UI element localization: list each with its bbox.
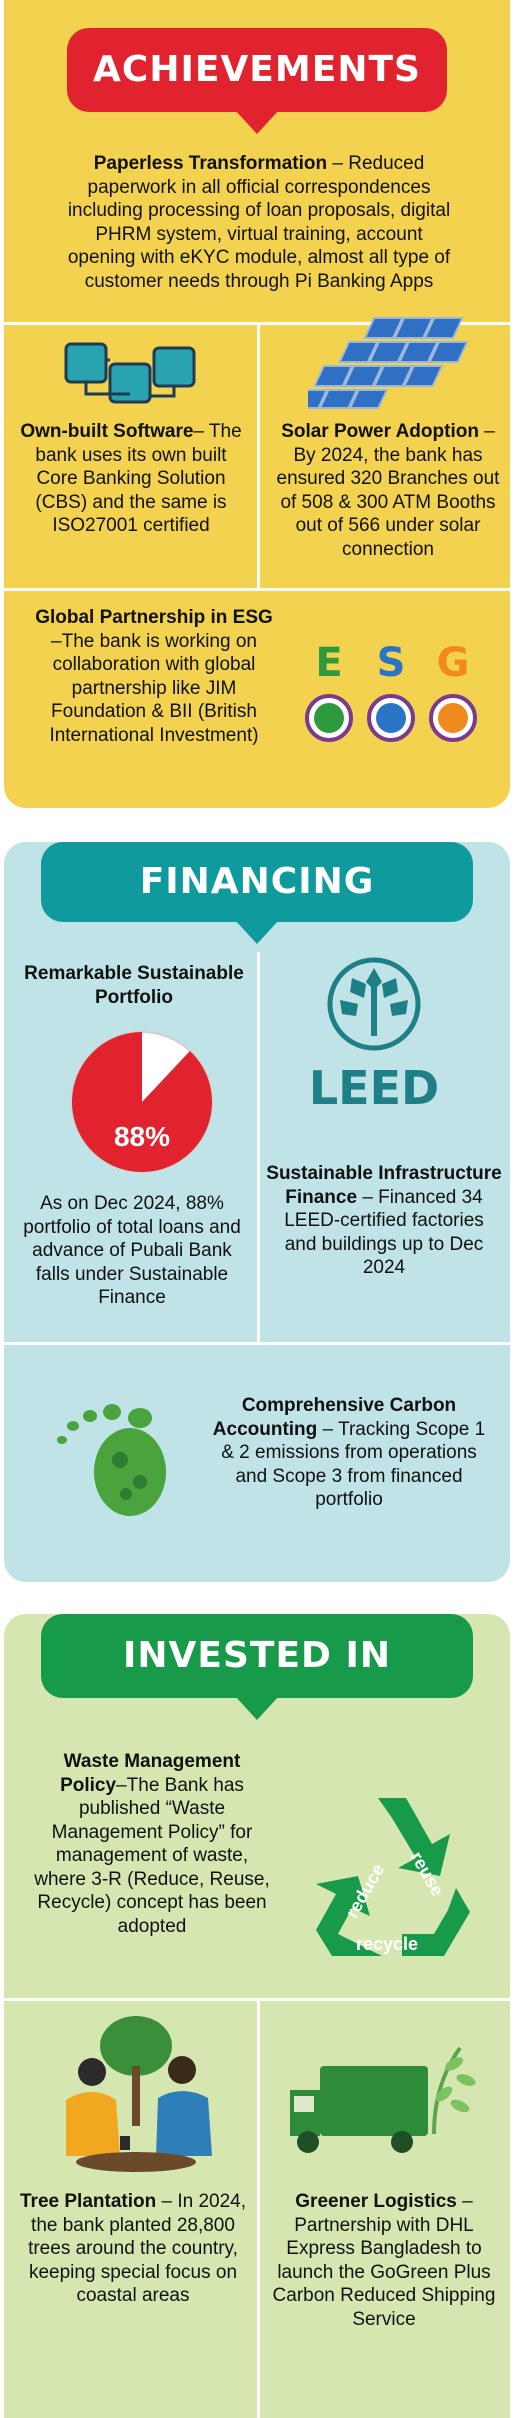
logistics-body: – Partnership with DHL Express Banglades… (272, 2191, 496, 2330)
portfolio-heading: Remarkable Sustainable Portfolio (24, 962, 244, 1009)
solar-heading: Solar Power Adoption (281, 421, 479, 442)
esg-text: Global Partnership in ESG –The bank is w… (34, 606, 274, 747)
governance-building-icon (429, 694, 477, 742)
esg-letter-s: S (376, 640, 406, 686)
tree-heading: Tree Plantation (20, 2191, 157, 2212)
pie-label: 88% (114, 1121, 170, 1152)
financing-panel: FINANCING Remarkable Sustainable Portfol… (4, 842, 510, 1582)
achievements-banner: ACHIEVEMENTS (67, 28, 447, 112)
software-servers-icon (64, 342, 196, 404)
carbon-footprint-icon (57, 1404, 166, 1516)
financing-banner: FINANCING (41, 842, 473, 922)
leed-logo-text: LEED (309, 1061, 439, 1114)
paperless-heading: Paperless Transformation (93, 153, 328, 174)
pie-slice-sustainable (72, 1032, 213, 1172)
esg-body: –The bank is working on collaboration wi… (49, 630, 259, 746)
leed-heading: Sustainable Infrastructure Finance (266, 1163, 502, 1208)
recycle-label: recycle (356, 1934, 418, 1954)
divider (4, 588, 510, 591)
divider (257, 322, 260, 588)
waste-heading: Waste Management Policy (60, 1751, 241, 1796)
invested-banner: INVESTED IN (41, 1614, 473, 1698)
paperless-body: – Reduced paperwork in all official corr… (67, 153, 451, 292)
green-truck-icon (290, 2046, 476, 2153)
tree-plantation-illustration (66, 2016, 212, 2172)
environment-icon (305, 694, 353, 742)
carbon-body: – Tracking Scope 1 & 2 emissions from op… (221, 1418, 486, 1511)
software-heading: Own-built Software (20, 421, 194, 442)
leed-text: Sustainable Infrastructure Finance – Fin… (266, 1162, 502, 1280)
portfolio-body: As on Dec 2024, 88% portfolio of total l… (23, 1193, 241, 1308)
tree-text: Tree Plantation – In 2024, the bank plan… (18, 2190, 248, 2308)
solar-text: Solar Power Adoption – By 2024, the bank… (270, 420, 506, 561)
achievements-panel: ACHIEVEMENTS Paperless Transformation – … (4, 0, 510, 808)
solar-body: – By 2024, the bank has ensured 320 Bran… (276, 421, 500, 560)
leed-body: – Financed 34 LEED-certified factories a… (284, 1186, 484, 1279)
logistics-heading: Greener Logistics (295, 2191, 457, 2212)
esg-letter-e: E (315, 640, 343, 686)
carbon-heading: Comprehensive Carbon Accounting (212, 1395, 457, 1440)
recycle-icon: reuse reduce recycle (316, 1798, 470, 1956)
esg-letter-g: G (436, 640, 470, 686)
solar-panel-icon (308, 317, 468, 409)
divider (257, 1998, 260, 2418)
leed-logo: LEED (309, 957, 439, 1114)
waste-body: –The Bank has published “Waste Managemen… (34, 1774, 270, 1937)
divider (4, 1342, 510, 1345)
social-people-icon (367, 694, 415, 742)
invested-panel: INVESTED IN Waste Management Policy–The … (4, 1614, 510, 2418)
portfolio-heading-text: Remarkable Sustainable Portfolio (24, 963, 244, 1008)
esg-heading: Global Partnership in ESG (35, 607, 273, 628)
carbon-text: Comprehensive Carbon Accounting – Tracki… (204, 1394, 494, 1512)
waste-text: Waste Management Policy–The Bank has pub… (30, 1750, 274, 1938)
tree-body: – In 2024, the bank planted 28,800 trees… (28, 2191, 246, 2306)
logistics-text: Greener Logistics – Partnership with DHL… (266, 2190, 502, 2331)
portfolio-pie: 88% (71, 1031, 213, 1173)
software-text: Own-built Software– The bank uses its ow… (18, 420, 244, 538)
divider (257, 952, 260, 1342)
software-body: – The bank uses its own built Core Banki… (35, 421, 242, 536)
paperless-text: Paperless Transformation – Reduced paper… (64, 152, 454, 293)
